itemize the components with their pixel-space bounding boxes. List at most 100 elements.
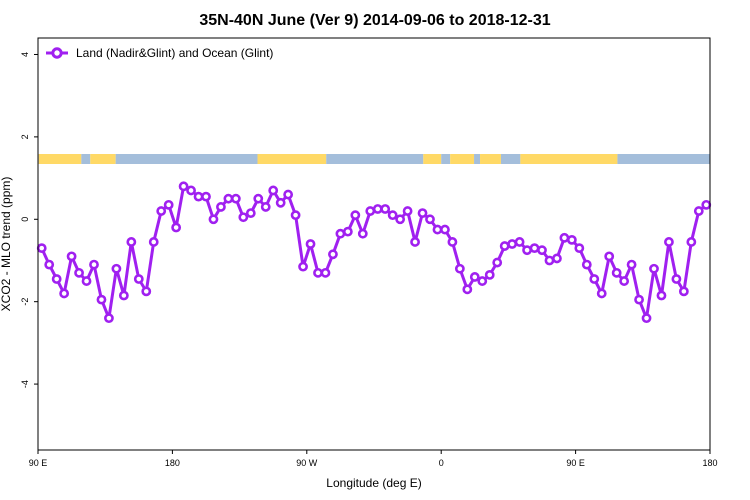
data-point (365, 206, 376, 216)
data-point (634, 294, 644, 305)
data-point (283, 189, 294, 200)
data-point (581, 259, 592, 270)
data-point (604, 251, 615, 262)
y-tick-label: 4 (20, 52, 30, 57)
data-point (499, 241, 510, 251)
data-point (372, 204, 383, 214)
data-point (216, 202, 226, 212)
data-point (387, 210, 398, 221)
data-point (425, 214, 435, 225)
data-point (81, 276, 92, 286)
y-tick-label: 2 (20, 134, 30, 139)
legend: Land (Nadir&Glint) and Ocean (Glint) (46, 46, 273, 60)
data-point (559, 232, 570, 243)
data-point (447, 237, 458, 247)
data-point (477, 276, 488, 286)
data-point (335, 228, 346, 239)
surface-strip (38, 154, 710, 164)
data-point (141, 286, 152, 297)
strip-segment-land (38, 154, 82, 164)
x-tick-label: 90 E (29, 458, 48, 468)
data-point (238, 212, 249, 223)
data-point (342, 226, 353, 237)
data-point (432, 224, 443, 235)
strip-segment-ocean (500, 154, 521, 164)
data-point (693, 206, 704, 216)
data-point (656, 290, 667, 301)
strip-segment-land (450, 154, 475, 164)
series-layer (36, 181, 712, 324)
data-point (440, 224, 450, 235)
data-point (544, 255, 555, 266)
data-point (186, 185, 196, 196)
data-point (619, 276, 630, 286)
data-point (529, 243, 540, 254)
data-point (245, 208, 256, 218)
data-point (514, 237, 525, 247)
data-point (641, 313, 652, 324)
data-point (268, 185, 279, 196)
data-point (148, 237, 159, 247)
data-point (305, 239, 316, 249)
data-point (552, 253, 562, 264)
strip-segment-ocean (474, 154, 481, 164)
data-point (44, 259, 55, 270)
data-point (171, 222, 182, 233)
data-point (96, 294, 107, 305)
data-point (313, 267, 323, 278)
data-point (111, 263, 122, 274)
data-point (537, 245, 547, 256)
data-point (350, 210, 361, 221)
data-point (395, 214, 406, 225)
data-point (664, 237, 674, 247)
data-point (133, 274, 144, 284)
data-point (118, 290, 129, 301)
data-point (223, 193, 234, 204)
x-tick-label: 180 (702, 458, 717, 468)
data-point (156, 206, 167, 216)
data-point (328, 249, 338, 260)
plot-frame (37, 37, 711, 451)
data-point (522, 245, 532, 256)
data-point (36, 243, 47, 254)
data-point (230, 193, 241, 204)
data-point (574, 243, 585, 254)
data-point (671, 274, 682, 284)
data-point (589, 274, 600, 284)
data-point (701, 199, 712, 210)
strip-segment-land (423, 154, 442, 164)
data-point (686, 237, 697, 247)
x-axis-label: Longitude (deg E) (326, 476, 421, 490)
data-point (357, 228, 368, 239)
data-point (51, 274, 62, 284)
x-tick-label: 90 W (296, 458, 318, 468)
y-tick-label: -4 (20, 380, 30, 388)
data-point (89, 259, 99, 270)
data-point (566, 234, 577, 245)
data-point (66, 251, 77, 262)
y-axis-label: XCO2 - MLO trend (ppm) (0, 177, 13, 312)
legend-label: Land (Nadir&Glint) and Ocean (Glint) (76, 46, 273, 60)
x-tick-label: 180 (165, 458, 180, 468)
data-point (104, 313, 114, 324)
strip-segment-land (480, 154, 501, 164)
legend-marker (51, 47, 63, 59)
x-tick-label: 0 (439, 458, 444, 468)
strip-segment-ocean (326, 154, 424, 164)
data-point (507, 239, 518, 249)
strip-segment-land (520, 154, 618, 164)
data-point (649, 263, 659, 274)
data-point (417, 208, 428, 218)
data-point (290, 210, 301, 221)
x-tick-label: 90 E (566, 458, 585, 468)
y-tick-label: 0 (20, 217, 30, 222)
data-point (260, 202, 271, 212)
data-point (298, 261, 308, 272)
data-point (410, 237, 420, 247)
y-axis: 4 2 0 -2 -4 (20, 52, 38, 388)
data-point (626, 259, 637, 270)
data-point (208, 214, 219, 225)
data-point (402, 206, 413, 216)
data-point (469, 272, 480, 282)
